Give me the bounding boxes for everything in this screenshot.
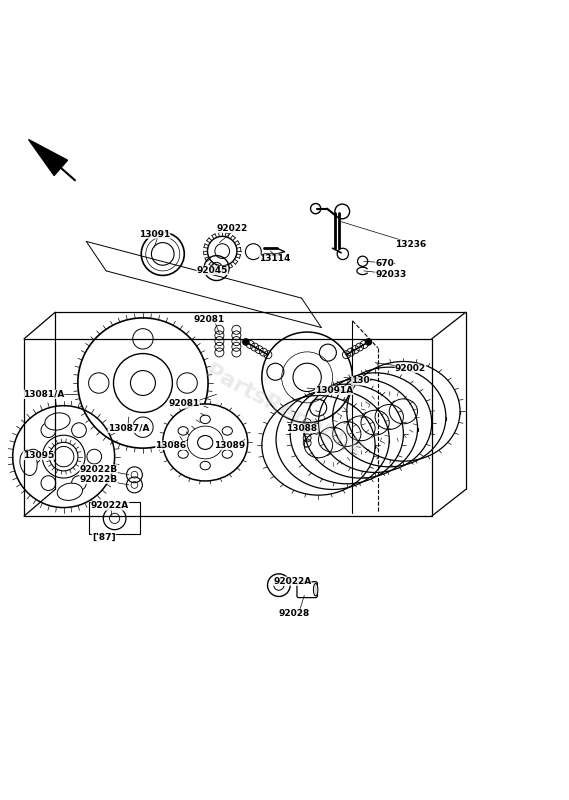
Text: 92081: 92081 xyxy=(168,399,200,409)
Text: 13095: 13095 xyxy=(23,451,54,460)
Text: 92045: 92045 xyxy=(197,266,228,275)
Text: 13081/A: 13081/A xyxy=(23,390,64,399)
Text: 92028: 92028 xyxy=(279,609,310,618)
Text: 92022B: 92022B xyxy=(80,474,118,484)
Text: 13091: 13091 xyxy=(139,230,170,238)
Ellipse shape xyxy=(314,583,318,596)
Ellipse shape xyxy=(222,426,232,435)
Ellipse shape xyxy=(57,483,83,501)
Text: 670: 670 xyxy=(375,259,394,268)
Ellipse shape xyxy=(200,462,211,470)
FancyBboxPatch shape xyxy=(297,582,318,598)
Ellipse shape xyxy=(163,404,248,481)
Circle shape xyxy=(365,338,372,346)
Text: 13087/A: 13087/A xyxy=(108,424,149,433)
Text: 92022B: 92022B xyxy=(80,465,118,474)
Text: 13089: 13089 xyxy=(214,441,245,450)
Text: ['87]: ['87] xyxy=(92,533,116,542)
Text: 13236: 13236 xyxy=(395,240,426,249)
Text: 92002: 92002 xyxy=(395,364,426,373)
Text: 92022A: 92022A xyxy=(273,577,311,586)
Text: 92081: 92081 xyxy=(194,314,225,323)
Ellipse shape xyxy=(200,415,211,424)
Ellipse shape xyxy=(45,413,70,430)
Ellipse shape xyxy=(178,426,188,435)
Text: 92033: 92033 xyxy=(375,270,406,278)
Text: 13114: 13114 xyxy=(259,254,290,263)
Ellipse shape xyxy=(178,450,188,458)
Text: 13088: 13088 xyxy=(286,424,317,433)
Polygon shape xyxy=(28,139,68,175)
Circle shape xyxy=(242,338,249,346)
Ellipse shape xyxy=(222,450,232,458)
Text: 130: 130 xyxy=(351,376,370,386)
Text: 92022A: 92022A xyxy=(91,502,129,510)
Text: 13086: 13086 xyxy=(155,441,187,450)
Text: PartsRepublik: PartsRepublik xyxy=(203,362,366,462)
Text: 92022: 92022 xyxy=(217,224,248,233)
Text: 13091A: 13091A xyxy=(315,386,353,395)
Ellipse shape xyxy=(20,450,37,475)
